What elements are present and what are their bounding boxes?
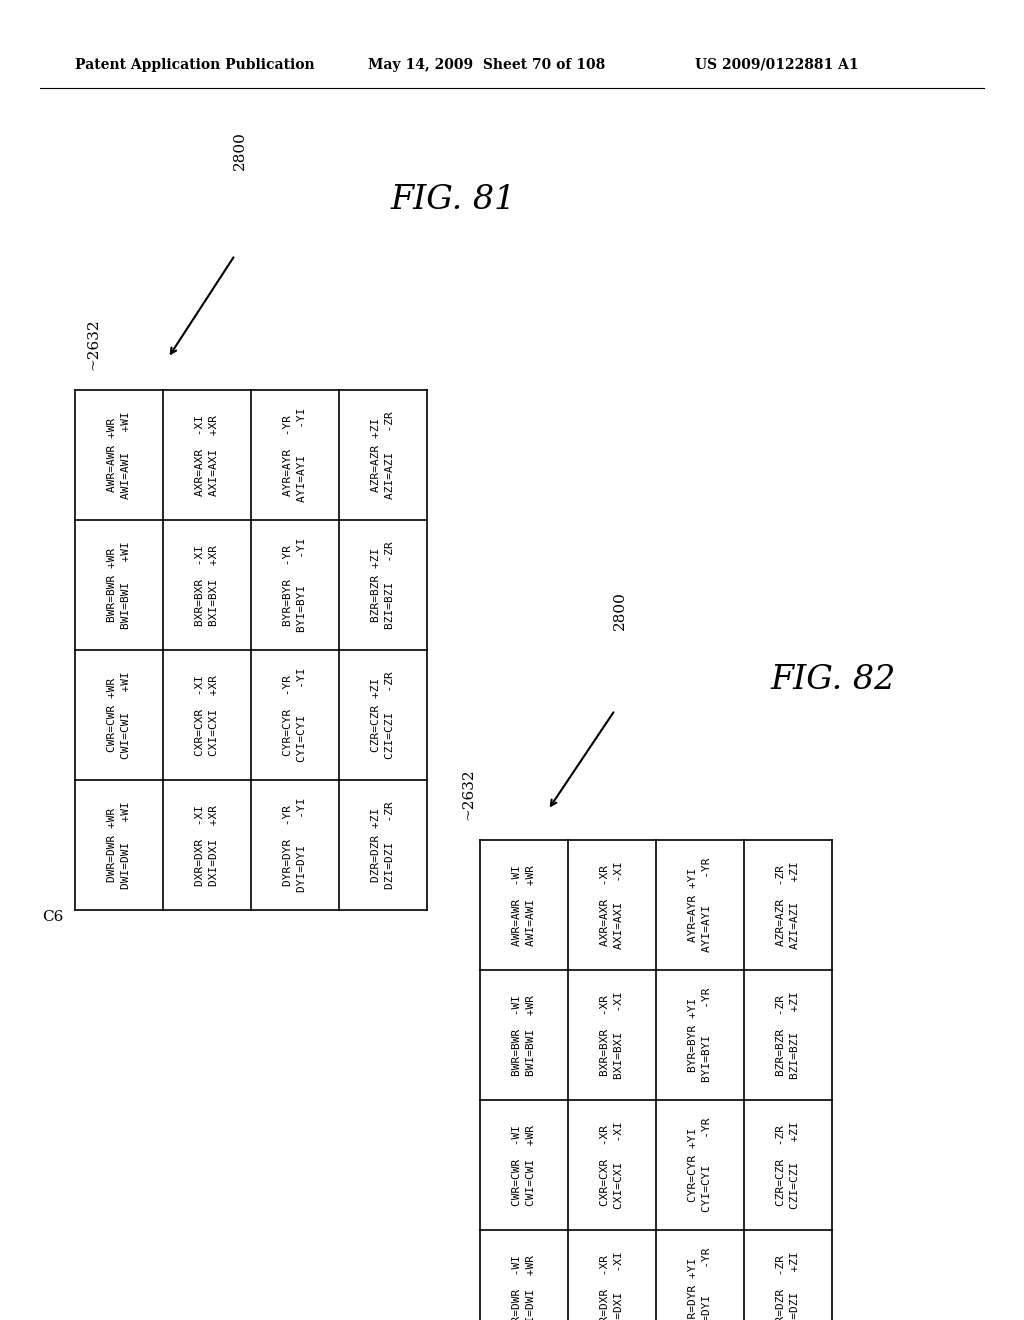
Text: AZR=AZR +ZI
AZI=AZI   -ZR: AZR=AZR +ZI AZI=AZI -ZR [371,411,395,499]
Text: CYR=CYR +YI
CYI=CYI    -YR: CYR=CYR +YI CYI=CYI -YR [688,1118,712,1212]
Text: BXR=BXR  -XR
BXI=BXI   -XI: BXR=BXR -XR BXI=BXI -XI [600,991,624,1078]
Text: BWR=BWR  -WI
BWI=BWI  +WR: BWR=BWR -WI BWI=BWI +WR [512,994,536,1076]
Text: 2800: 2800 [233,131,247,170]
Text: BYR=BYR  -YR
BYI=BYI    -YI: BYR=BYR -YR BYI=BYI -YI [283,537,307,632]
Text: DYR=DYR  -YR
DYI=DYI    -YI: DYR=DYR -YR DYI=DYI -YI [283,797,307,892]
Text: AXR=AXR  -XR
AXI=AXI   -XI: AXR=AXR -XR AXI=AXI -XI [600,861,624,949]
Text: BXR=BXR  -XI
BXI=BXI  +XR: BXR=BXR -XI BXI=BXI +XR [195,544,219,626]
Text: CWR=CWR +WR
CWI=CWI   +WI: CWR=CWR +WR CWI=CWI +WI [106,671,131,759]
Text: CWR=CWR  -WI
CWI=CWI  +WR: CWR=CWR -WI CWI=CWI +WR [512,1125,536,1205]
Text: DYR=DYR +YI
DYI=DYI    -YR: DYR=DYR +YI DYI=DYI -YR [688,1247,712,1320]
Text: FIG. 82: FIG. 82 [770,664,895,696]
Text: FIG. 81: FIG. 81 [390,183,515,216]
Text: BZR=BZR  -ZR
BZI=BZI   +ZI: BZR=BZR -ZR BZI=BZI +ZI [776,991,800,1078]
Text: AYR=AYR +YI
AYI=AYI    -YR: AYR=AYR +YI AYI=AYI -YR [688,858,712,952]
Text: DZR=DZR  -ZR
DZI=DZI   +ZI: DZR=DZR -ZR DZI=DZI +ZI [776,1251,800,1320]
Text: DWR=DWR  -WI
DWI=DWI  +WR: DWR=DWR -WI DWI=DWI +WR [512,1254,536,1320]
Text: CZR=CZR  -ZR
CZI=CZI   +ZI: CZR=CZR -ZR CZI=CZI +ZI [776,1121,800,1209]
Text: AZR=AZR  -ZR
AZI=AZI   +ZI: AZR=AZR -ZR AZI=AZI +ZI [776,861,800,949]
Text: US 2009/0122881 A1: US 2009/0122881 A1 [695,58,859,73]
Text: CZR=CZR +ZI
CZI=CZI   -ZR: CZR=CZR +ZI CZI=CZI -ZR [371,671,395,759]
Text: DXR=DXR  -XI
DXI=DXI  +XR: DXR=DXR -XI DXI=DXI +XR [195,804,219,886]
Text: AYR=AYR  -YR
AYI=AYI    -YI: AYR=AYR -YR AYI=AYI -YI [283,408,307,502]
Text: DZR=DZR +ZI
DZI=DZI   -ZR: DZR=DZR +ZI DZI=DZI -ZR [371,801,395,888]
Text: ~2632: ~2632 [86,318,100,370]
Text: CYR=CYR  -YR
CYI=CYI    -YI: CYR=CYR -YR CYI=CYI -YI [283,668,307,762]
Text: AWR=AWR  -WI
AWI=AWI  +WR: AWR=AWR -WI AWI=AWI +WR [512,865,536,945]
Text: AWR=AWR +WR
AWI=AWI   +WI: AWR=AWR +WR AWI=AWI +WI [106,411,131,499]
Text: BYR=BYR +YI
BYI=BYI    -YR: BYR=BYR +YI BYI=BYI -YR [688,987,712,1082]
Text: DXR=DXR  -XR
DXI=DXI   -XI: DXR=DXR -XR DXI=DXI -XI [600,1251,624,1320]
Text: CXR=CXR  -XR
CXI=CXI   -XI: CXR=CXR -XR CXI=CXI -XI [600,1121,624,1209]
Text: BWR=BWR +WR
BWI=BWI   +WI: BWR=BWR +WR BWI=BWI +WI [106,541,131,628]
Text: May 14, 2009  Sheet 70 of 108: May 14, 2009 Sheet 70 of 108 [368,58,605,73]
Text: AXR=AXR  -XI
AXI=AXI  +XR: AXR=AXR -XI AXI=AXI +XR [195,414,219,495]
Text: ~2632: ~2632 [461,768,475,820]
Text: BZR=BZR +ZI
BZI=BZI   -ZR: BZR=BZR +ZI BZI=BZI -ZR [371,541,395,628]
Text: DWR=DWR +WR
DWI=DWI   +WI: DWR=DWR +WR DWI=DWI +WI [106,801,131,888]
Text: 2800: 2800 [613,591,627,630]
Text: C6: C6 [42,909,63,924]
Text: CXR=CXR  -XI
CXI=CXI  +XR: CXR=CXR -XI CXI=CXI +XR [195,675,219,755]
Text: Patent Application Publication: Patent Application Publication [75,58,314,73]
